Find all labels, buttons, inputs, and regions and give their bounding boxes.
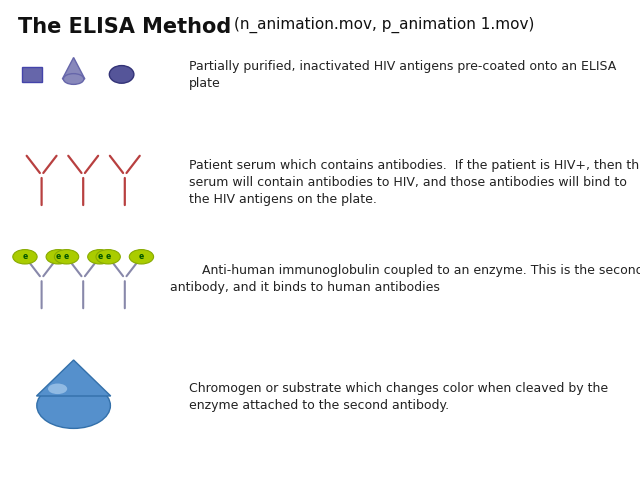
Text: Patient serum which contains antibodies.  If the patient is HIV+, then this
seru: Patient serum which contains antibodies.… (189, 159, 640, 206)
Text: e: e (139, 252, 144, 261)
Ellipse shape (37, 383, 111, 428)
Text: e: e (106, 252, 111, 261)
Text: Chromogen or substrate which changes color when cleaved by the
enzyme attached t: Chromogen or substrate which changes col… (189, 382, 608, 412)
Ellipse shape (13, 250, 37, 264)
Ellipse shape (63, 73, 84, 84)
Polygon shape (62, 58, 85, 79)
Ellipse shape (96, 250, 120, 264)
Text: e: e (22, 252, 28, 261)
Text: The ELISA Method: The ELISA Method (18, 17, 239, 37)
Text: e: e (56, 252, 61, 261)
Ellipse shape (46, 250, 70, 264)
Text: e: e (64, 252, 69, 261)
Text: Partially purified, inactivated HIV antigens pre-coated onto an ELISA
plate: Partially purified, inactivated HIV anti… (189, 60, 616, 90)
Ellipse shape (129, 250, 154, 264)
Ellipse shape (109, 66, 134, 83)
FancyBboxPatch shape (22, 67, 42, 82)
Polygon shape (36, 360, 111, 396)
Text: Anti-human immunoglobulin coupled to an enzyme. This is the second
antibody, and: Anti-human immunoglobulin coupled to an … (170, 264, 640, 294)
Text: (n_animation.mov, p_animation 1.mov): (n_animation.mov, p_animation 1.mov) (234, 17, 534, 33)
Ellipse shape (48, 384, 67, 394)
Ellipse shape (88, 250, 112, 264)
Text: e: e (97, 252, 102, 261)
Ellipse shape (54, 250, 79, 264)
